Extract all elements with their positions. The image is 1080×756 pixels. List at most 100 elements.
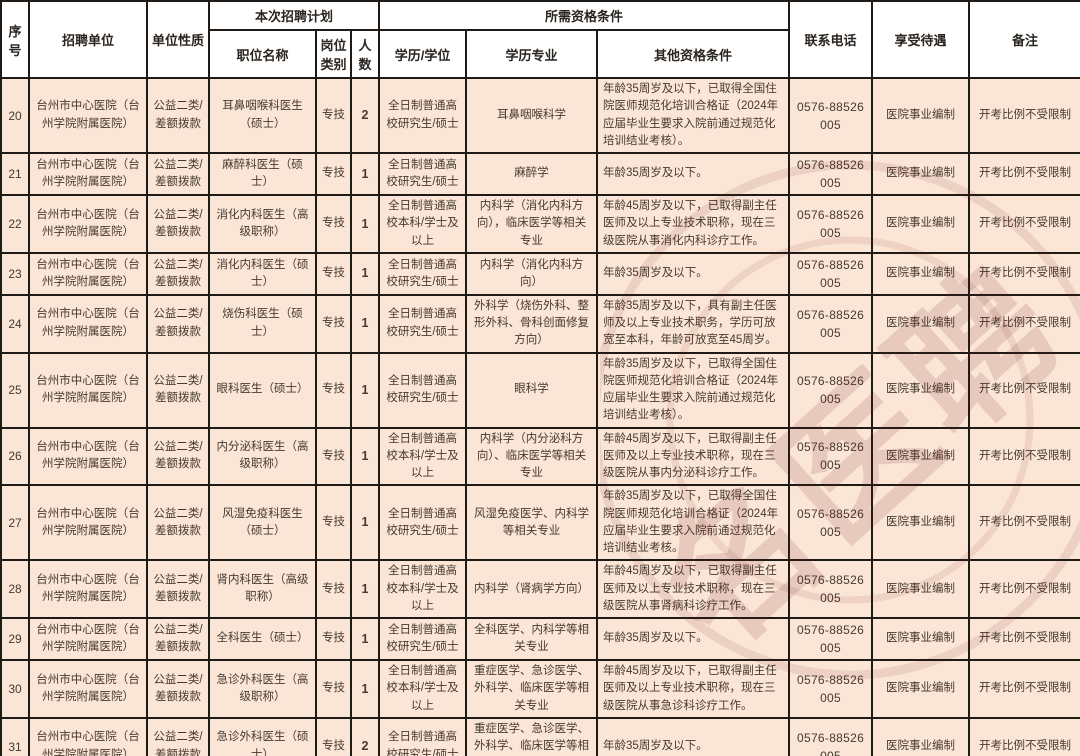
cell-other-qualification: 年龄45周岁及以下，已取得副主任医师及以上专业技术职称，现在三级医院从事肾病科诊…	[596, 559, 791, 619]
cell-major: 内科学（消化内科方向），临床医学等相关专业	[465, 194, 599, 254]
cell-remark: 开考比例不受限制	[968, 426, 1080, 487]
cell-remark: 开考比例不受限制	[968, 559, 1080, 619]
cell-benefit: 医院事业编制	[871, 194, 971, 254]
table-row: 31 台州市中心医院（台州学院附属医院） 公益二类/差额拨款 急诊外科医生（硕士…	[0, 716, 1080, 756]
cell-unit: 台州市中心医院（台州学院附属医院）	[28, 351, 148, 429]
cell-other-qualification: 年龄35周岁及以下。	[596, 716, 791, 756]
cell-count: 1	[349, 617, 381, 661]
cell-major: 耳鼻咽喉科学	[465, 77, 599, 154]
cell-serial: 28	[0, 559, 30, 619]
cell-position: 烧伤科医生（硕士）	[208, 293, 317, 354]
cell-serial: 27	[0, 484, 30, 562]
cell-unit-nature: 公益二类/差额拨款	[146, 351, 210, 429]
cell-serial: 29	[0, 617, 30, 661]
cell-remark: 开考比例不受限制	[968, 251, 1080, 296]
cell-degree: 全日制普通高校本科/学士及以上	[378, 426, 468, 487]
cell-degree: 全日制普通高校研究生/硕士	[378, 351, 468, 429]
cell-phone: 0576-88526005	[788, 152, 874, 196]
cell-remark: 开考比例不受限制	[968, 617, 1080, 661]
table-row: 20 台州市中心医院（台州学院附属医院） 公益二类/差额拨款 耳鼻咽喉科医生（硕…	[0, 77, 1080, 154]
cell-degree: 全日制普通高校研究生/硕士	[378, 77, 468, 154]
cell-unit-nature: 公益二类/差额拨款	[146, 293, 210, 354]
cell-other-qualification: 年龄35周岁及以下，已取得全国住院医师规范化培训合格证（2024年应届毕业生要求…	[596, 484, 791, 562]
cell-count: 1	[349, 659, 381, 719]
cell-count: 2	[349, 77, 381, 154]
cell-unit: 台州市中心医院（台州学院附属医院）	[28, 716, 148, 756]
table-row: 21 台州市中心医院（台州学院附属医院） 公益二类/差额拨款 麻醉科医生（硕士）…	[0, 152, 1080, 196]
table-row: 25 台州市中心医院（台州学院附属医院） 公益二类/差额拨款 眼科医生（硕士） …	[0, 351, 1080, 429]
cell-position: 急诊外科医生（高级职称）	[208, 659, 317, 719]
cell-category: 专技	[315, 351, 352, 429]
table-row: 22 台州市中心医院（台州学院附属医院） 公益二类/差额拨款 消化内科医生（高级…	[0, 194, 1080, 254]
cell-unit: 台州市中心医院（台州学院附属医院）	[28, 559, 148, 619]
cell-count: 2	[349, 716, 381, 756]
cell-category: 专技	[315, 426, 352, 487]
cell-position: 急诊外科医生（硕士）	[208, 716, 317, 756]
cell-benefit: 医院事业编制	[871, 716, 971, 756]
cell-other-qualification: 年龄45周岁及以下，已取得副主任医师及以上专业技术职称，现在三级医院从事内分泌科…	[596, 426, 791, 487]
cell-unit-nature: 公益二类/差额拨款	[146, 659, 210, 719]
cell-serial: 25	[0, 351, 30, 429]
cell-serial: 24	[0, 293, 30, 354]
cell-position: 麻醉科医生（硕士）	[208, 152, 317, 196]
header-major: 学历专业	[465, 29, 599, 79]
cell-unit-nature: 公益二类/差额拨款	[146, 716, 210, 756]
cell-benefit: 医院事业编制	[871, 351, 971, 429]
table-row: 26 台州市中心医院（台州学院附属医院） 公益二类/差额拨款 内分泌科医生（高级…	[0, 426, 1080, 487]
cell-unit: 台州市中心医院（台州学院附属医院）	[28, 77, 148, 154]
cell-position: 眼科医生（硕士）	[208, 351, 317, 429]
cell-benefit: 医院事业编制	[871, 426, 971, 487]
table-header: 序号 招聘单位 单位性质 本次招聘计划 所需资格条件 联系电话 享受待遇 备注 …	[0, 0, 1080, 79]
header-remark: 备注	[968, 0, 1080, 79]
cell-benefit: 医院事业编制	[871, 659, 971, 719]
cell-serial: 20	[0, 77, 30, 154]
table-row: 24 台州市中心医院（台州学院附属医院） 公益二类/差额拨款 烧伤科医生（硕士）…	[0, 293, 1080, 354]
cell-position: 肾内科医生（高级职称）	[208, 559, 317, 619]
header-plan-group: 本次招聘计划	[207, 0, 381, 31]
cell-category: 专技	[315, 559, 352, 619]
cell-count: 1	[349, 251, 381, 296]
cell-serial: 21	[0, 152, 30, 196]
cell-degree: 全日制普通高校研究生/硕士	[378, 152, 468, 196]
cell-degree: 全日制普通高校本科/学士及以上	[378, 194, 468, 254]
cell-position: 风湿免疫科医生（硕士）	[208, 484, 317, 562]
cell-unit: 台州市中心医院（台州学院附属医院）	[28, 659, 148, 719]
cell-degree: 全日制普通高校本科/学士及以上	[378, 659, 468, 719]
table-row: 28 台州市中心医院（台州学院附属医院） 公益二类/差额拨款 肾内科医生（高级职…	[0, 559, 1080, 619]
cell-position: 耳鼻咽喉科医生（硕士）	[208, 77, 317, 154]
cell-major: 眼科学	[465, 351, 599, 429]
cell-category: 专技	[315, 251, 352, 296]
cell-other-qualification: 年龄35周岁及以下。	[596, 617, 791, 661]
cell-count: 1	[349, 559, 381, 619]
cell-unit-nature: 公益二类/差额拨款	[146, 559, 210, 619]
header-unit: 招聘单位	[28, 0, 148, 79]
cell-unit: 台州市中心医院（台州学院附属医院）	[28, 251, 148, 296]
cell-phone: 0576-88526005	[788, 426, 874, 487]
cell-remark: 开考比例不受限制	[968, 716, 1080, 756]
cell-unit-nature: 公益二类/差额拨款	[146, 426, 210, 487]
cell-other-qualification: 年龄35周岁及以下，已取得全国住院医师规范化培训合格证（2024年应届毕业生要求…	[596, 77, 791, 154]
cell-other-qualification: 年龄35周岁及以下，具有副主任医师及以上专业技术职务，学历可放宽至本科，年龄可放…	[596, 293, 791, 354]
cell-count: 1	[349, 194, 381, 254]
cell-unit-nature: 公益二类/差额拨款	[146, 484, 210, 562]
cell-serial: 31	[0, 716, 30, 756]
cell-remark: 开考比例不受限制	[968, 484, 1080, 562]
cell-degree: 全日制普通高校研究生/硕士	[378, 484, 468, 562]
cell-other-qualification: 年龄35周岁及以下。	[596, 251, 791, 296]
cell-phone: 0576-88526005	[788, 194, 874, 254]
cell-benefit: 医院事业编制	[871, 251, 971, 296]
cell-phone: 0576-88526005	[788, 293, 874, 354]
cell-unit: 台州市中心医院（台州学院附属医院）	[28, 484, 148, 562]
cell-benefit: 医院事业编制	[871, 484, 971, 562]
header-benefit: 享受待遇	[871, 0, 971, 79]
cell-category: 专技	[315, 194, 352, 254]
cell-remark: 开考比例不受限制	[968, 152, 1080, 196]
cell-unit: 台州市中心医院（台州学院附属医院）	[28, 426, 148, 487]
cell-major: 麻醉学	[465, 152, 599, 196]
cell-benefit: 医院事业编制	[871, 152, 971, 196]
cell-category: 专技	[315, 659, 352, 719]
cell-category: 专技	[315, 617, 352, 661]
cell-phone: 0576-88526005	[788, 77, 874, 154]
cell-benefit: 医院事业编制	[871, 77, 971, 154]
